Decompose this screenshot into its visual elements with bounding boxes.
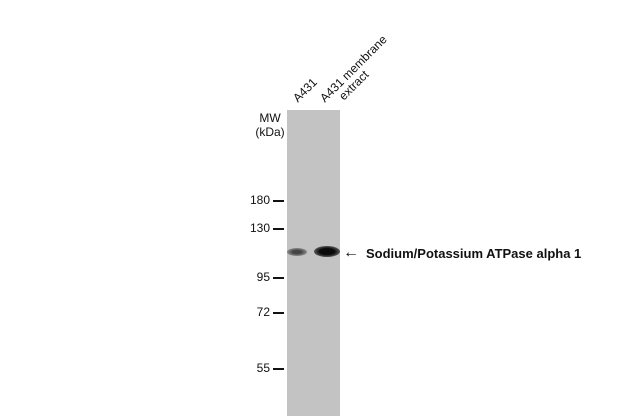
target-label: Sodium/Potassium ATPase alpha 1 bbox=[366, 246, 582, 261]
band-lane-1 bbox=[287, 248, 307, 256]
marker-180: 180 bbox=[249, 193, 270, 207]
marker-55: 55 bbox=[256, 361, 270, 375]
blot-membrane bbox=[287, 110, 340, 416]
mw-label: MW bbox=[259, 111, 281, 125]
marker-95: 95 bbox=[256, 270, 270, 284]
marker-130: 130 bbox=[249, 221, 270, 235]
marker-tick bbox=[273, 277, 284, 279]
kda-label: (kDa) bbox=[255, 125, 285, 139]
marker-tick bbox=[273, 312, 284, 314]
left-arrow-icon: ← bbox=[343, 244, 359, 261]
lane-label-1: A431 bbox=[290, 75, 320, 105]
marker-72: 72 bbox=[256, 305, 270, 319]
mw-header: MW (kDa) bbox=[250, 111, 290, 139]
band-lane-2 bbox=[314, 246, 340, 257]
marker-tick bbox=[273, 368, 284, 370]
marker-tick bbox=[273, 200, 284, 202]
marker-tick bbox=[273, 228, 284, 230]
